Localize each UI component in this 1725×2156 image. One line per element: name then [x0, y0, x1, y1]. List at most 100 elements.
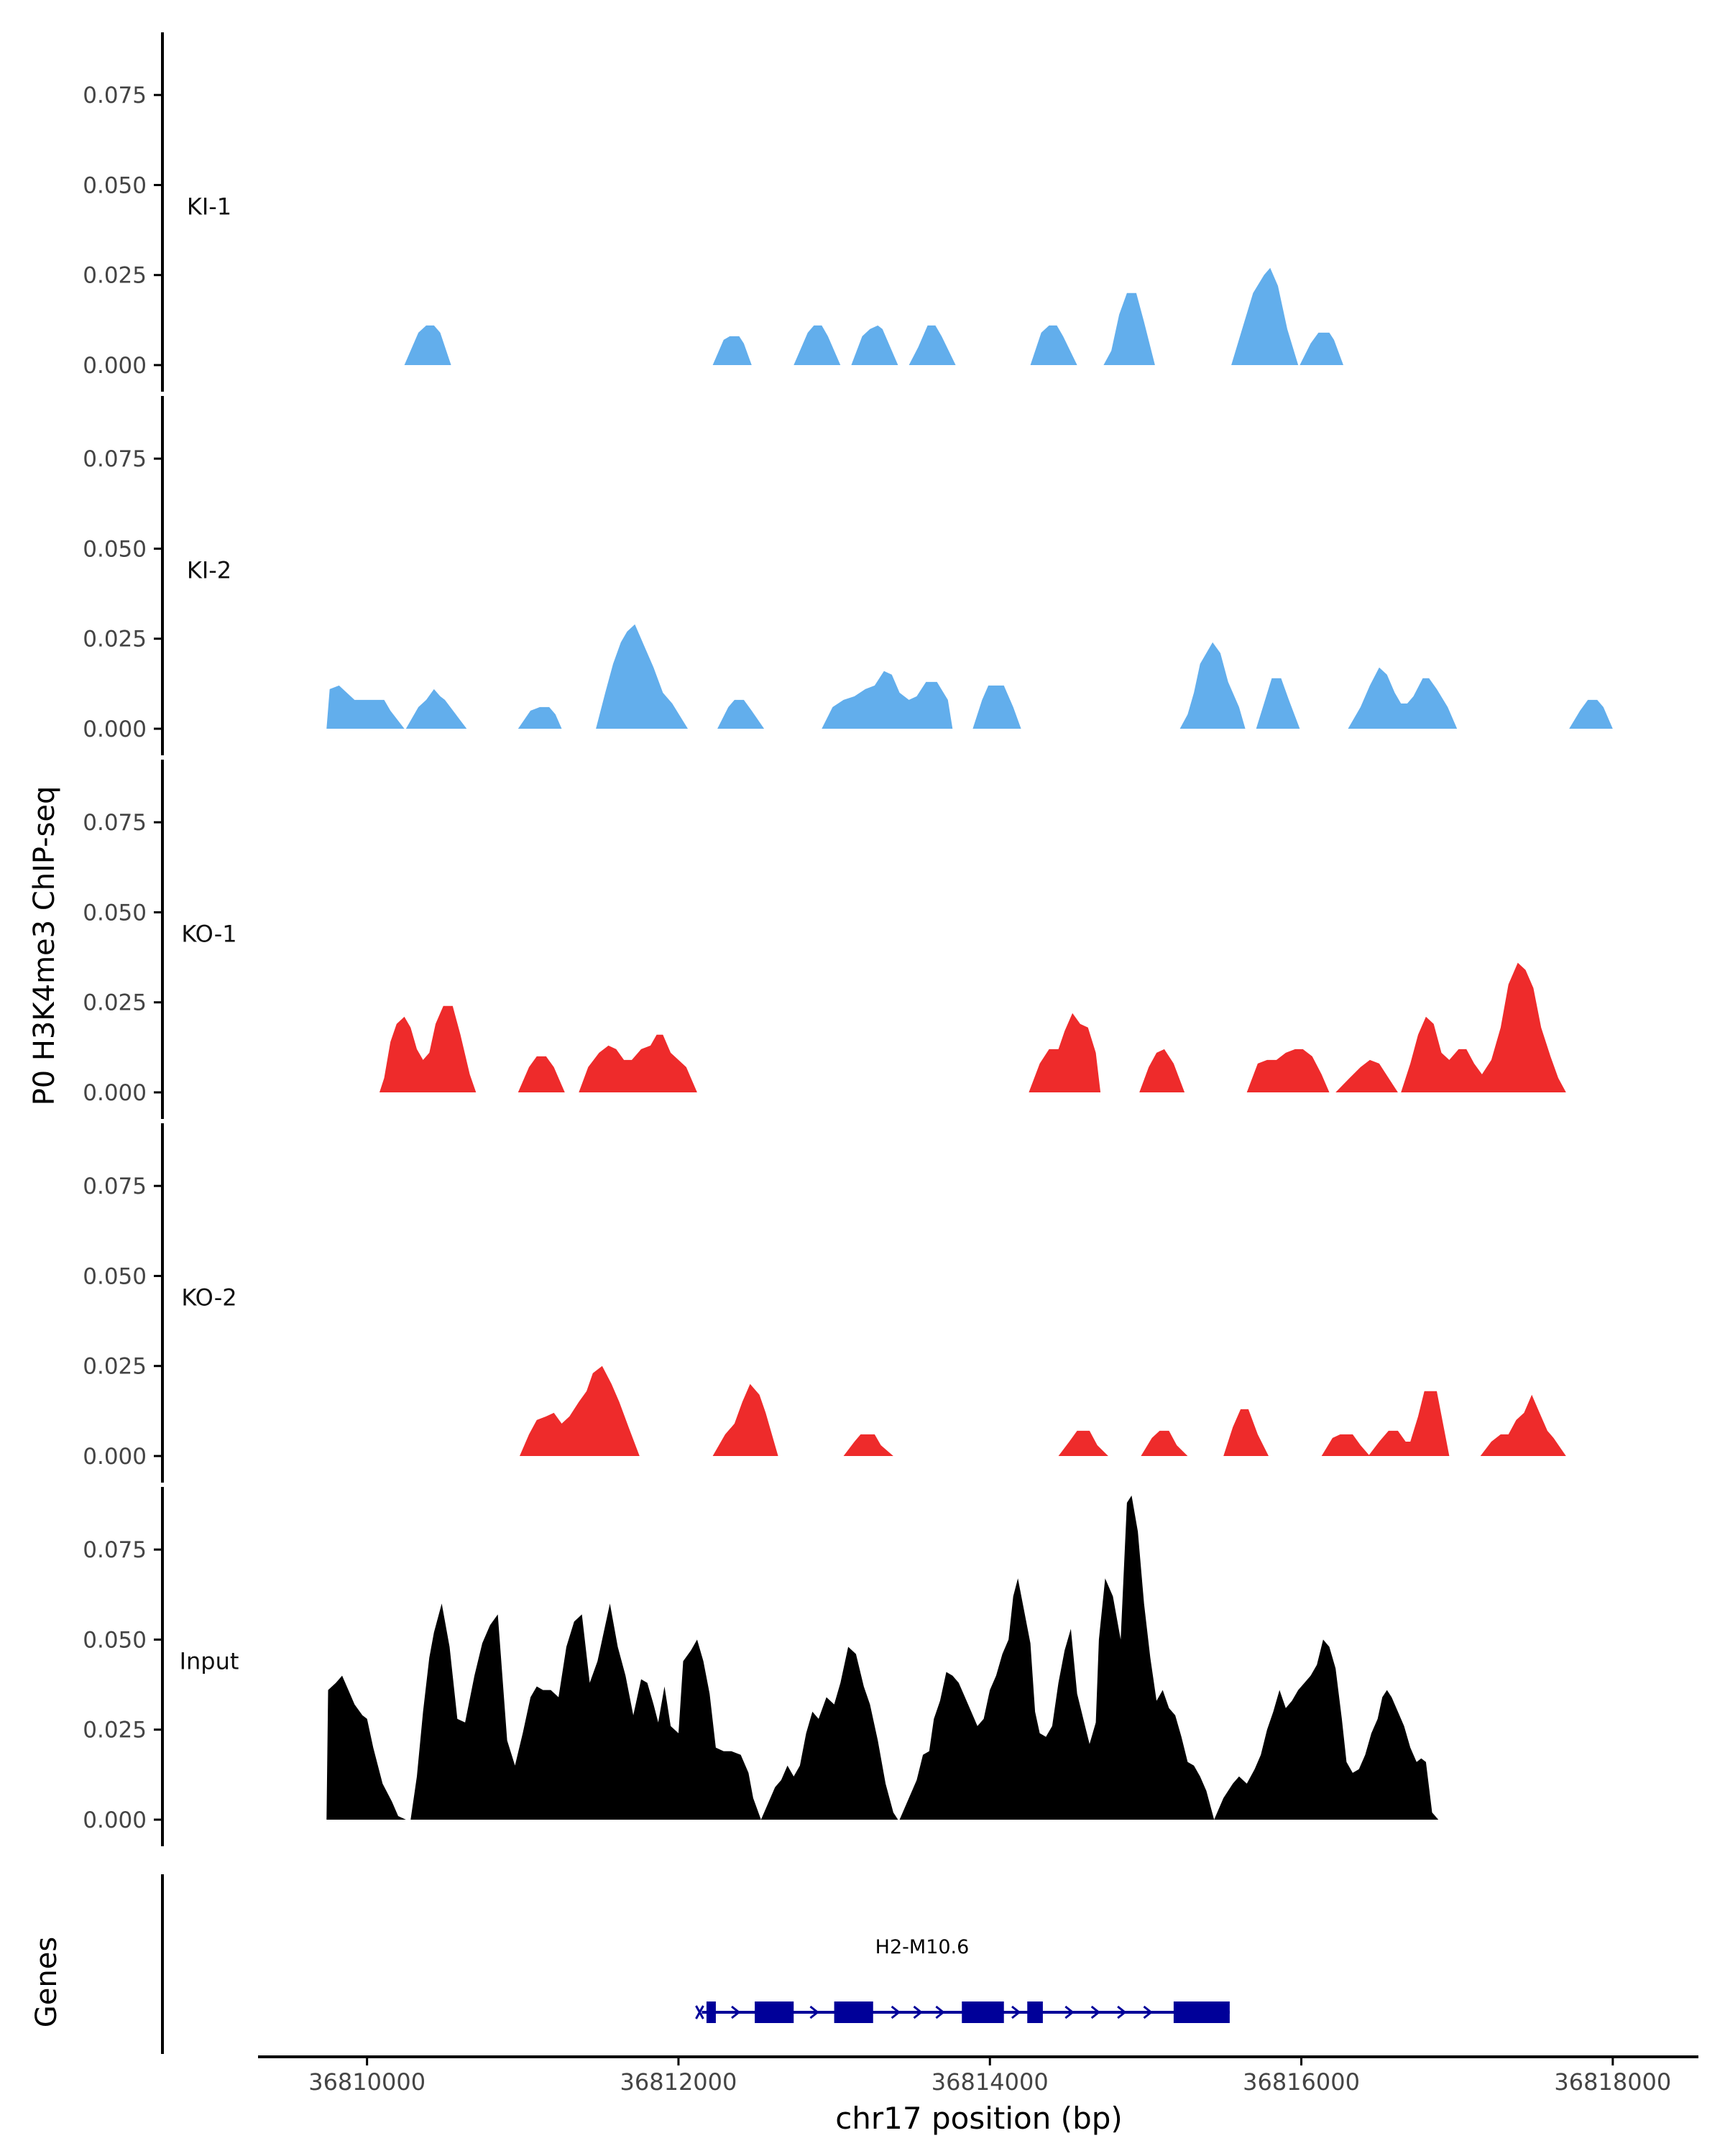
signal-peak [326, 685, 405, 729]
signal-peak [1368, 1391, 1450, 1456]
signal-peak [405, 688, 467, 729]
x-tick-label: 36810000 [308, 2068, 426, 2096]
signal-peak [326, 1675, 406, 1820]
y-tick-label: 0.050 [83, 536, 147, 562]
signal-peak [712, 336, 752, 365]
y-axis-title: P0 H3K4me3 ChIP-seq [28, 786, 61, 1106]
y-tick-label: 0.000 [83, 1807, 147, 1833]
signal-peak [712, 1383, 778, 1456]
track-ki-2: 0.000 0.025 0.050 0.075 KI-2 [83, 396, 1613, 755]
strand-arrow [731, 2005, 741, 2019]
x-axis: 36810000 36812000 36814000 36816000 36818000 [258, 2055, 1698, 2096]
signal-peak [1214, 1639, 1439, 1820]
strand-arrow [891, 2005, 901, 2019]
y-tick-label: 0.000 [83, 717, 147, 742]
y-tick-label: 0.025 [83, 1718, 147, 1743]
y-tick-label: 0.000 [83, 353, 147, 379]
signal-peak [1030, 325, 1077, 365]
strand-arrow [1143, 2005, 1153, 2019]
y-tick-label: 0.075 [83, 1174, 147, 1199]
y-tick-label: 0.000 [83, 1444, 147, 1470]
signal-peak [1141, 1430, 1188, 1456]
strand-arrow [1011, 2005, 1021, 2019]
track-label: KI-1 [187, 193, 231, 221]
strand-arrow [809, 2005, 819, 2019]
x-tick-label: 36818000 [1554, 2068, 1671, 2096]
signal-peak [1103, 292, 1155, 365]
y-tick-label: 0.025 [83, 263, 147, 289]
signal-peak [518, 706, 562, 729]
signal-peak [1223, 1409, 1269, 1456]
y-tick-label: 0.050 [83, 1263, 147, 1289]
y-tick-label: 0.025 [83, 1354, 147, 1380]
gene-exon [755, 2001, 794, 2023]
strand-arrow [935, 2005, 945, 2019]
y-tick-label: 0.050 [83, 1627, 147, 1653]
strand-arrow [913, 2005, 923, 2019]
track-ko-2: 0.000 0.025 0.050 0.075 KO-2 [83, 1123, 1566, 1483]
y-tick-label: 0.025 [83, 627, 147, 653]
signal-peak [1179, 642, 1246, 729]
gene-track: Genes H2-M10.6 [30, 1874, 1230, 2054]
gene-name-label: H2-M10.6 [875, 1936, 970, 1958]
signal-peak [972, 685, 1021, 729]
signal-peak [404, 325, 451, 365]
track-label: KO-2 [181, 1284, 236, 1312]
genes-axis-title: Genes [30, 1937, 63, 2027]
y-tick-label: 0.075 [83, 810, 147, 836]
gene-exon [1027, 2001, 1043, 2023]
y-tick-label: 0.050 [83, 900, 147, 926]
track-label: Input [180, 1648, 239, 1675]
signal-peak [1335, 1059, 1398, 1092]
signal-peak [1348, 667, 1458, 729]
y-tick-label: 0.075 [83, 83, 147, 109]
gene-start-marker [695, 2005, 704, 2019]
strand-arrow [1090, 2005, 1101, 2019]
track-input: 0.000 0.025 0.050 0.075 Input [83, 1487, 1439, 1846]
x-tick-label: 36814000 [932, 2068, 1049, 2096]
signal-peak [1256, 678, 1300, 729]
signal-peak [1401, 962, 1566, 1092]
track-label: KO-1 [181, 921, 236, 948]
gene-exon [706, 2001, 716, 2023]
signal-peak [1231, 267, 1299, 365]
track-ko-1: 0.000 0.025 0.050 0.075 KO-1 [83, 760, 1566, 1119]
signal-peak [1300, 332, 1343, 365]
signal-peak [1058, 1430, 1108, 1456]
signal-peak [380, 1005, 477, 1092]
track-ki-1: 0.000 0.025 0.050 0.075 KI-1 [83, 32, 1343, 392]
strand-arrow [1117, 2005, 1127, 2019]
signal-peak [1029, 1013, 1101, 1092]
gene-exon [962, 2001, 1004, 2023]
signal-peak [579, 1034, 697, 1092]
x-tick-label: 36816000 [1243, 2068, 1360, 2096]
y-tick-label: 0.050 [83, 172, 147, 198]
signal-peak [518, 1056, 565, 1092]
signal-peak [1321, 1434, 1370, 1456]
signal-peak [596, 624, 688, 729]
signal-peak [908, 325, 956, 365]
y-tick-label: 0.025 [83, 990, 147, 1016]
signal-peak [1480, 1394, 1566, 1456]
gene-exon [1173, 2001, 1230, 2023]
signal-peak [843, 1434, 893, 1456]
track-label: KI-2 [187, 557, 231, 584]
signal-peak [1139, 1049, 1185, 1092]
y-tick-label: 0.075 [83, 446, 147, 472]
signal-peak [822, 671, 953, 729]
signal-peak [717, 699, 765, 729]
signal-peak [520, 1365, 640, 1456]
tracks-group: 0.0000.0250.0500.075KI-10.0000.0250.0500… [83, 32, 1613, 1846]
signal-peak [794, 325, 841, 365]
x-axis-title: chr17 position (bp) [835, 2101, 1123, 2136]
gene-exon [834, 2001, 873, 2023]
signal-peak [851, 325, 898, 365]
y-tick-label: 0.075 [83, 1537, 147, 1563]
signal-peak [1246, 1049, 1330, 1092]
signal-peak [410, 1603, 898, 1820]
signal-peak [899, 1496, 1215, 1820]
strand-arrow [1064, 2005, 1075, 2019]
signal-peak [1569, 699, 1613, 729]
x-tick-label: 36812000 [620, 2068, 737, 2096]
